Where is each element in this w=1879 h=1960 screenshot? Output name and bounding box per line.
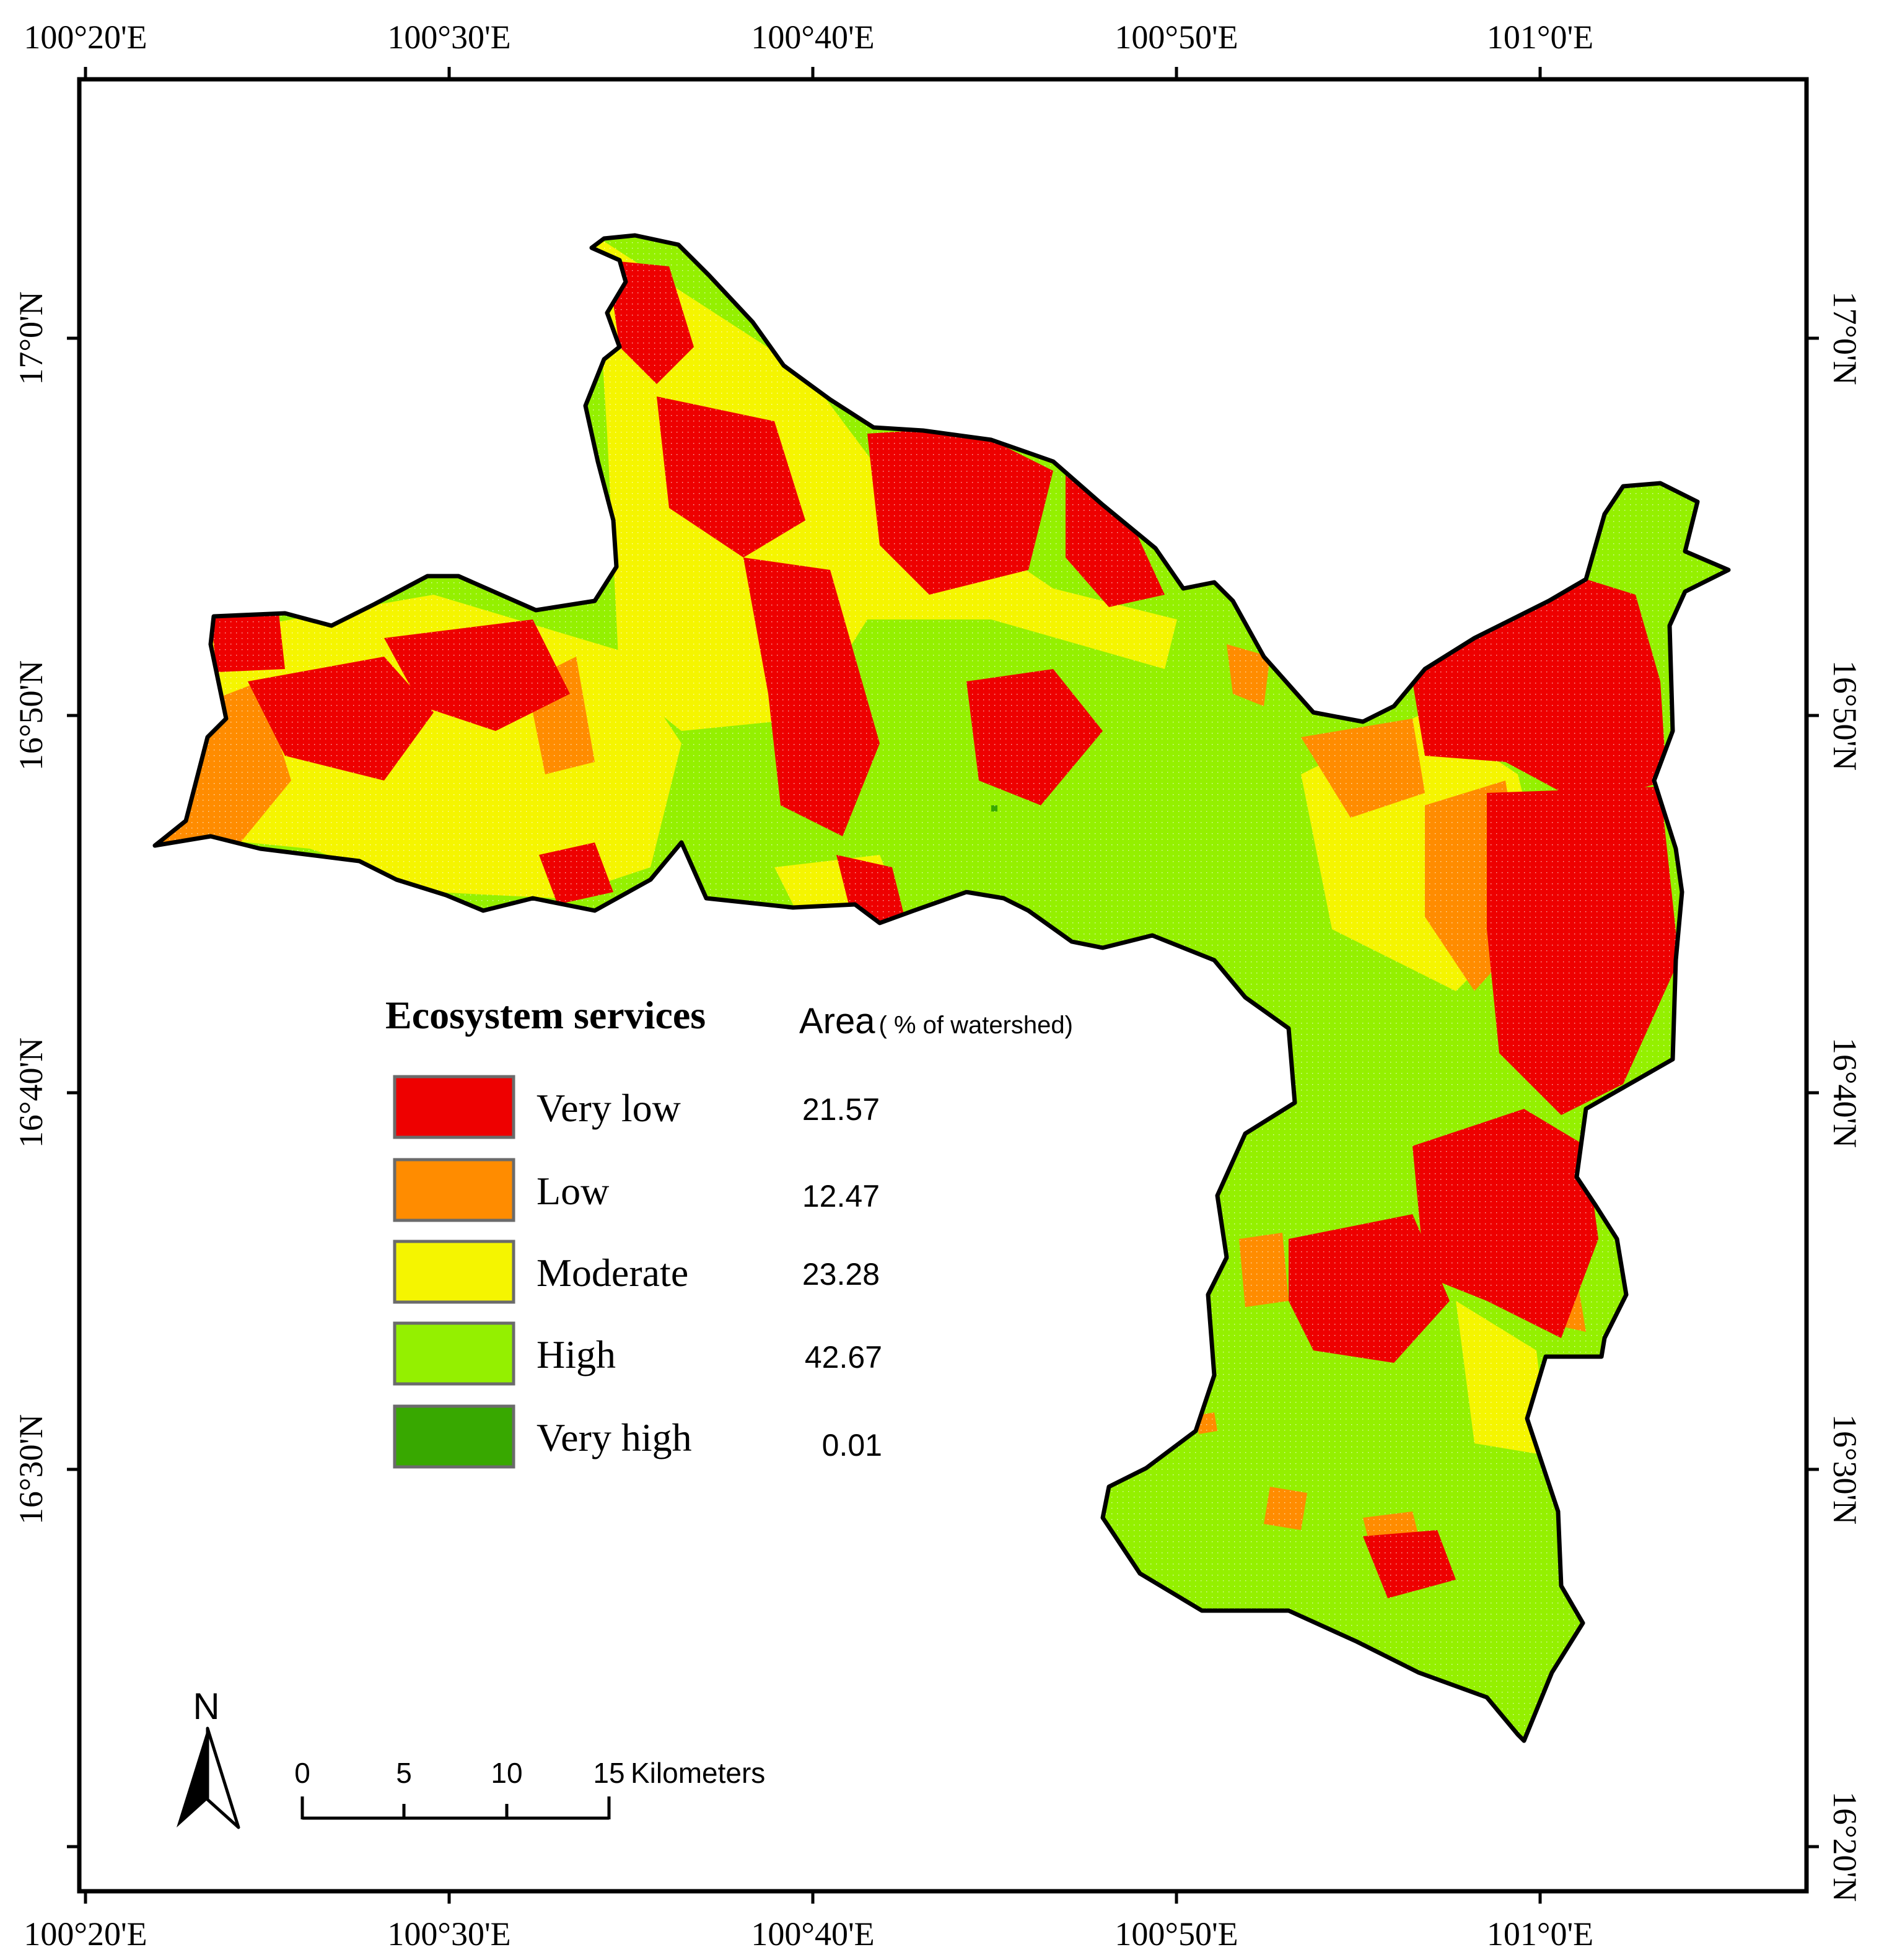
longitude-label: 101°0'E [1487, 19, 1593, 56]
north-label: N [193, 1686, 219, 1727]
scale-unit-label: Kilometers [631, 1757, 765, 1789]
longitude-label: 100°20'E [24, 1915, 147, 1953]
legend-class-value: 42.67 [805, 1340, 882, 1375]
latitude-label: 17°0'N [1826, 291, 1864, 385]
latitude-label: 16°40'N [1826, 1038, 1864, 1148]
legend-class-value: 23.28 [802, 1257, 880, 1292]
longitude-label: 100°30'E [387, 1915, 510, 1953]
latitude-label: 16°30'N [1826, 1414, 1864, 1525]
longitude-label: 100°40'E [751, 19, 874, 56]
legend-class-label: Very low [537, 1086, 681, 1130]
legend-class-label: High [537, 1332, 616, 1376]
longitude-label: 100°30'E [387, 19, 510, 56]
legend-class-value: 0.01 [822, 1428, 882, 1463]
legend-item-moderate: Moderate 23.28 [393, 1240, 880, 1304]
left-latitude-labels: 17°0'N 16°50'N 16°40'N 16°30'N [12, 291, 50, 1525]
latitude-label: 16°40'N [12, 1038, 50, 1148]
legend-class-label: Low [537, 1169, 609, 1213]
longitude-label: 100°20'E [24, 19, 147, 56]
legend-title: Ecosystem services [385, 993, 706, 1037]
longitude-label: 100°50'E [1115, 19, 1238, 56]
graticule-ticks [67, 67, 1819, 1904]
latitude-label: 16°50'N [1826, 660, 1864, 771]
latitude-label: 17°0'N [12, 291, 50, 385]
legend-class-value: 21.57 [802, 1092, 880, 1127]
scale-tick-label: 0 [294, 1757, 310, 1789]
longitude-label: 100°40'E [751, 1915, 874, 1953]
longitude-label: 100°50'E [1115, 1915, 1238, 1953]
legend-class-value: 12.47 [802, 1179, 880, 1214]
scale-tick-label: 15 [593, 1757, 624, 1789]
scale-bar: 0 5 10 15 Kilometers [294, 1757, 765, 1820]
legend-swatch [393, 1075, 515, 1139]
legend-swatch [393, 1158, 515, 1222]
north-arrow: N [177, 1686, 240, 1829]
legend-item-high: High 42.67 [393, 1321, 882, 1386]
legend-swatch [393, 1321, 515, 1386]
latitude-label: 16°30'N [12, 1414, 50, 1525]
longitude-label: 101°0'E [1487, 1915, 1593, 1953]
north-arrow-icon [177, 1728, 208, 1827]
legend-area-header: Area( % of watershed) [799, 1001, 1073, 1041]
legend-item-very-low: Very low 21.57 [393, 1075, 880, 1139]
latitude-label: 16°20'N [1826, 1792, 1864, 1902]
legend-item-low: Low 12.47 [393, 1158, 880, 1222]
bottom-longitude-labels: 100°20'E 100°30'E 100°40'E 100°50'E 101°… [24, 1915, 1593, 1953]
legend-swatch [393, 1240, 515, 1304]
legend-class-label: Moderate [537, 1251, 688, 1295]
legend-item-very-high: Very high 0.01 [393, 1404, 882, 1469]
watershed-boundary [152, 233, 1731, 1743]
legend-class-label: Very high [537, 1415, 692, 1459]
scale-tick-label: 5 [396, 1757, 412, 1789]
scale-tick-label: 10 [491, 1757, 522, 1789]
legend-swatch [393, 1404, 515, 1469]
top-longitude-labels: 100°20'E 100°30'E 100°40'E 100°50'E 101°… [24, 19, 1593, 56]
right-latitude-labels: 17°0'N 16°50'N 16°40'N 16°30'N 16°20'N [1826, 291, 1864, 1902]
latitude-label: 16°50'N [12, 660, 50, 771]
legend: Ecosystem services Area( % of watershed)… [385, 993, 1073, 1469]
north-arrow-icon-outline [206, 1726, 240, 1829]
